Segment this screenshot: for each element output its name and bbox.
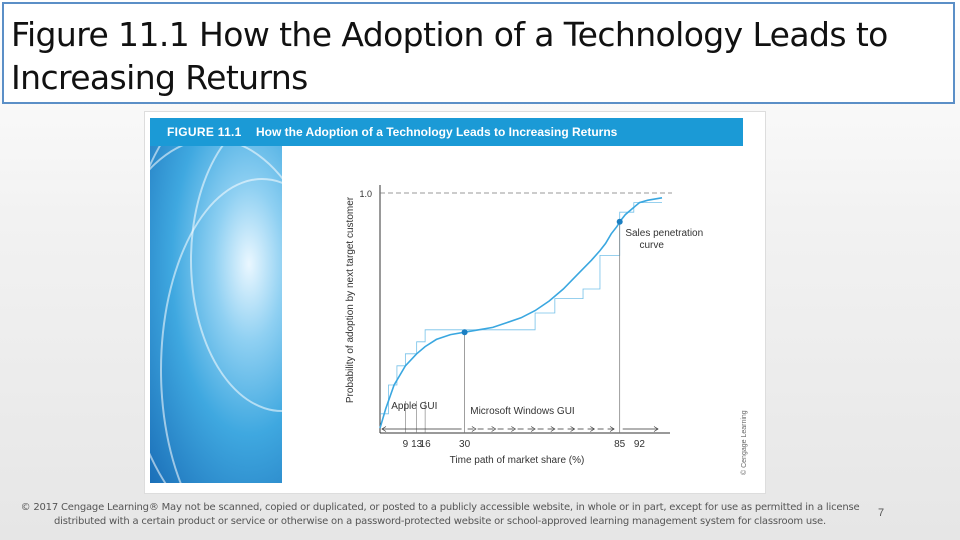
- arrow-head: [381, 426, 387, 432]
- arrow-head: [491, 426, 497, 432]
- chart-annotation: Microsoft Windows GUI: [470, 406, 574, 417]
- sales-penetration-curve: [379, 197, 663, 429]
- arrow-head: [653, 426, 659, 432]
- chart-annotation: curve: [639, 240, 664, 251]
- arrow-head: [590, 426, 595, 432]
- title-box: Figure 11.1 How the Adoption of a Techno…: [2, 2, 955, 104]
- arrow-head: [511, 426, 517, 432]
- decorative-swirl-panel: [150, 118, 282, 483]
- marked-point: [461, 329, 468, 336]
- figure-caption: How the Adoption of a Technology Leads t…: [256, 125, 618, 139]
- arrow-head: [609, 426, 615, 432]
- x-tick-label: 85: [614, 439, 626, 450]
- y-axis-label: Probability of adoption by next target c…: [345, 196, 356, 403]
- x-axis-label: Time path of market share (%): [450, 455, 585, 466]
- x-tick-label: 13: [411, 439, 423, 450]
- arrow-head: [530, 426, 536, 432]
- x-tick-label: 92: [634, 439, 646, 450]
- copyright-footer: © 2017 Cengage Learning® May not be scan…: [20, 502, 860, 527]
- x-tick-label: 16: [420, 439, 432, 450]
- slide-title: Figure 11.1 How the Adoption of a Techno…: [11, 15, 888, 97]
- arrow-head: [471, 426, 477, 432]
- page-number: 7: [878, 507, 885, 519]
- arrow-head: [550, 426, 556, 432]
- figure-header: FIGURE 11.1 How the Adoption of a Techno…: [150, 118, 743, 146]
- arrow-head: [570, 426, 576, 432]
- y-tick-label: 1.0: [359, 189, 372, 199]
- x-tick-label: 9: [403, 439, 409, 450]
- chart-annotation: Apple GUI: [391, 401, 437, 412]
- figure-number: FIGURE 11.1: [167, 125, 242, 139]
- figure-credit: © Cengage Learning: [741, 410, 748, 475]
- chart-annotation: Sales penetration: [625, 228, 703, 239]
- x-tick-label: 30: [459, 439, 471, 450]
- marked-point: [616, 218, 623, 225]
